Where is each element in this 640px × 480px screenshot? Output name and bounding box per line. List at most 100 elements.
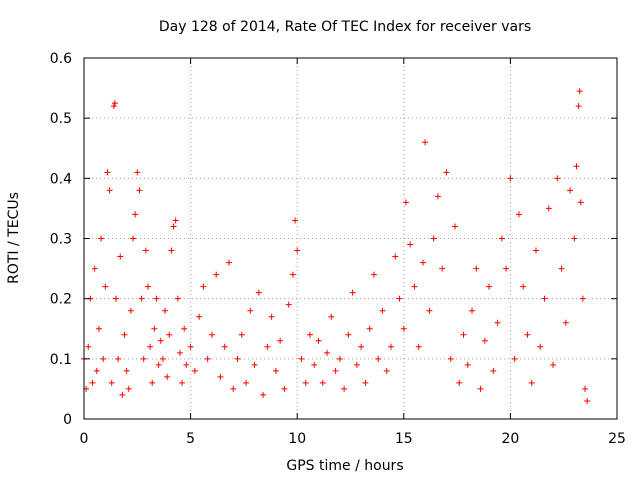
data-point (187, 343, 194, 350)
x-tick-label: 15 (395, 431, 413, 447)
data-point (127, 307, 134, 314)
data-point (328, 313, 335, 320)
data-point (477, 385, 484, 392)
data-point (503, 265, 510, 272)
data-point (577, 199, 584, 206)
data-point (481, 337, 488, 344)
data-point (85, 343, 92, 350)
data-point (132, 211, 139, 218)
data-point (392, 253, 399, 260)
data-point (528, 379, 535, 386)
data-point (498, 235, 505, 242)
data-point (415, 343, 422, 350)
data-point (144, 283, 151, 290)
data-point (422, 139, 429, 146)
data-point (172, 217, 179, 224)
data-point (138, 295, 145, 302)
data-point (370, 271, 377, 278)
data-point (225, 259, 232, 266)
x-tick-label: 5 (186, 431, 195, 447)
data-point (136, 187, 143, 194)
data-point (272, 367, 279, 374)
data-point (473, 265, 480, 272)
data-point (571, 235, 578, 242)
data-point (439, 265, 446, 272)
data-point (511, 355, 518, 362)
data-point (456, 379, 463, 386)
data-point (292, 217, 299, 224)
data-point (200, 283, 207, 290)
data-point (383, 367, 390, 374)
data-point (142, 247, 149, 254)
data-point (121, 331, 128, 338)
data-point (149, 379, 156, 386)
data-point (396, 295, 403, 302)
data-point (575, 103, 582, 110)
data-point (191, 367, 198, 374)
plot-frame (83, 57, 618, 420)
data-point (464, 361, 471, 368)
data-point (264, 343, 271, 350)
data-point (260, 391, 267, 398)
data-point (460, 331, 467, 338)
data-point (183, 361, 190, 368)
data-point (247, 307, 254, 314)
data-point (306, 331, 313, 338)
data-point (238, 331, 245, 338)
data-point (153, 295, 160, 302)
data-point (213, 271, 220, 278)
data-point (353, 361, 360, 368)
data-point (111, 100, 118, 107)
data-point (208, 331, 215, 338)
data-point (285, 301, 292, 308)
data-point (358, 343, 365, 350)
data-point (108, 379, 115, 386)
data-point (98, 235, 105, 242)
data-point (170, 223, 177, 230)
data-point (541, 295, 548, 302)
data-point (426, 307, 433, 314)
data-point (104, 169, 111, 176)
y-tick-label: 0.3 (50, 232, 72, 248)
data-point (157, 337, 164, 344)
data-point (117, 253, 124, 260)
x-tick-label: 20 (501, 431, 519, 447)
data-point (447, 355, 454, 362)
data-point (366, 325, 373, 332)
data-point (375, 355, 382, 362)
y-tick-label: 0.6 (50, 51, 72, 67)
data-point (281, 385, 288, 392)
data-point (402, 199, 409, 206)
data-point (255, 289, 262, 296)
data-point (520, 283, 527, 290)
data-point (573, 163, 580, 170)
data-point (110, 103, 117, 110)
data-point (125, 385, 132, 392)
data-point (400, 325, 407, 332)
x-tick-label: 25 (608, 431, 626, 447)
data-point (558, 265, 565, 272)
data-point (550, 361, 557, 368)
data-point (100, 355, 107, 362)
data-point (119, 391, 126, 398)
data-point (174, 295, 181, 302)
data-point (166, 331, 173, 338)
y-tick-label: 0.1 (50, 352, 72, 368)
data-point (532, 247, 539, 254)
data-point (490, 367, 497, 374)
data-point (434, 193, 441, 200)
data-point (115, 355, 122, 362)
grid (84, 58, 617, 419)
data-point (162, 307, 169, 314)
data-point (345, 331, 352, 338)
data-point (176, 349, 183, 356)
data-point (319, 379, 326, 386)
data-point (486, 283, 493, 290)
data-point (576, 88, 583, 95)
data-point (204, 355, 211, 362)
data-point (147, 343, 154, 350)
data-point (507, 175, 514, 182)
axis-ticks: 0 5 10 15 20 25 0 0.1 0.2 0.3 0.4 0.5 0.6 (50, 51, 626, 447)
data-point (134, 169, 141, 176)
data-point (277, 337, 284, 344)
